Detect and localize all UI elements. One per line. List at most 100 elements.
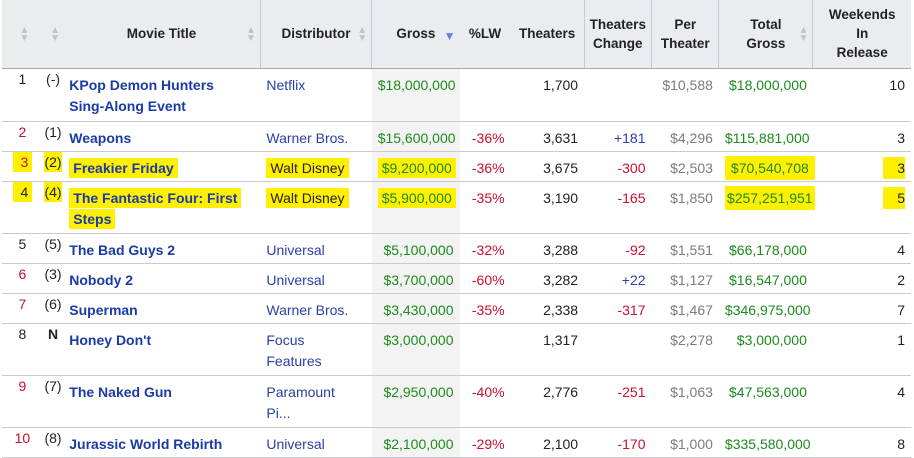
column-header-weekends[interactable]: Weekends In Release — [812, 0, 911, 69]
sort-icon[interactable]: ▲ ▼ — [357, 25, 368, 44]
distributor-cell[interactable]: Netflix — [266, 76, 306, 93]
table-row: 2 (1) Weapons Warner Bros. $15,600,000 -… — [2, 121, 911, 151]
weekends-cell: 3 — [897, 129, 905, 146]
gross-cell: $2,950,000 — [371, 375, 460, 427]
table-row: 8 N Honey Don't Focus Features $3,000,000… — [2, 323, 911, 375]
rank-cell: 1 — [18, 70, 27, 87]
gross-cell: $18,000,000 — [371, 68, 460, 121]
movie-title-link[interactable]: Honey Don't — [69, 331, 152, 348]
prev-sort-header[interactable]: ▲ ▼ — [42, 0, 64, 69]
distributor-cell[interactable]: Universal — [266, 271, 325, 288]
theaters-change-cell — [584, 68, 651, 121]
total-gross-cell: $66,178,000 — [729, 241, 807, 258]
movie-title-link[interactable]: Nobody 2 — [69, 271, 134, 288]
per-theater-cell: $4,296 — [670, 129, 713, 146]
previous-rank-cell: N — [47, 325, 59, 342]
rank-cell: 6 — [18, 265, 27, 282]
gross-cell: $3,700,000 — [371, 263, 460, 293]
percent-lw-cell: -35% — [471, 189, 505, 206]
title-cell: Nobody 2 — [63, 263, 260, 293]
column-header-gross[interactable]: Gross ▼ — [371, 0, 460, 69]
table-row: 3 (2) Freakier Friday Walt Disney $9,200… — [2, 151, 911, 181]
gross-cell: $5,100,000 — [371, 233, 460, 263]
column-header-distributor[interactable]: Distributor ▲ ▼ — [259, 0, 372, 69]
table-row: 6 (3) Nobody 2 Universal $3,700,000 -60%… — [2, 263, 911, 293]
previous-rank-cell: (-) — [46, 70, 61, 87]
movie-title-link[interactable]: KPop Demon Hunters Sing-Along Event — [69, 76, 214, 114]
weekends-cell: 4 — [897, 241, 905, 258]
sort-icon[interactable]: ▲ ▼ — [19, 24, 30, 44]
table-row: 10 (8) Jurassic World Rebirth Universal … — [2, 427, 911, 457]
weekends-cell: 3 — [813, 151, 911, 181]
highlight-mark: $9,200,000 — [377, 157, 456, 178]
distributor-cell[interactable]: Warner Bros. — [266, 301, 349, 318]
movie-title-link[interactable]: Weapons — [69, 129, 132, 146]
rank-cell: 5 — [18, 235, 27, 252]
movie-title-link[interactable]: Freakier Friday — [69, 157, 178, 178]
per-theater-cell: $1,000 — [670, 435, 713, 452]
sort-descending-icon[interactable]: ▼ — [443, 29, 456, 43]
movie-title-link[interactable]: Jurassic World Rebirth — [69, 435, 223, 452]
distributor-cell[interactable]: Focus Features — [266, 331, 322, 369]
gross-cell: $5,900,000 — [371, 181, 460, 233]
rank-cell: 3 — [2, 151, 43, 181]
title-cell: Honey Don't — [63, 323, 260, 375]
highlight-mark: $257,251,951 — [724, 185, 815, 210]
previous-rank-cell: (8) — [44, 429, 62, 446]
distributor-cell[interactable]: Paramount Pi... — [266, 383, 335, 421]
highlight-mark: (4) — [44, 181, 62, 202]
column-header-per-theater[interactable]: Per Theater — [651, 0, 719, 69]
distributor-cell[interactable]: Universal — [266, 435, 325, 452]
theaters-change-cell: -170 — [617, 435, 646, 452]
previous-rank-cell: (7) — [44, 377, 62, 394]
title-cell: KPop Demon Hunters Sing-Along Event — [63, 68, 260, 121]
gross-cell: $15,600,000 — [371, 121, 460, 151]
rank-sort-header[interactable]: ▲ ▼ — [2, 0, 43, 69]
percent-lw-cell: -29% — [471, 435, 505, 452]
column-header-title[interactable]: Movie Title ▲ ▼ — [63, 0, 261, 69]
movie-title-link[interactable]: The Naked Gun — [69, 383, 172, 400]
percent-lw-cell: -32% — [471, 241, 505, 258]
theaters-cell: 3,631 — [543, 129, 579, 146]
gross-cell: $2,100,000 — [371, 427, 460, 457]
weekends-cell: 4 — [897, 383, 905, 400]
highlight-mark: $70,540,708 — [724, 155, 815, 180]
distributor-cell[interactable]: Walt Disney — [260, 151, 371, 181]
weekends-cell: 8 — [897, 435, 905, 452]
title-cell: Weapons — [63, 121, 260, 151]
distributor-cell[interactable]: Universal — [266, 241, 325, 258]
total-gross-cell: $335,580,000 — [724, 435, 811, 452]
movie-title-link[interactable]: Superman — [69, 301, 138, 318]
movie-title-link[interactable]: The Fantastic Four: First Steps — [69, 187, 242, 229]
distributor-cell[interactable]: Walt Disney — [260, 181, 371, 233]
highlight-mark: Walt Disney — [266, 187, 349, 208]
theaters-cell: 3,288 — [543, 241, 579, 258]
movie-title-link[interactable]: The Bad Guys 2 — [69, 241, 176, 258]
total-gross-cell: $16,547,000 — [729, 271, 807, 288]
sort-icon[interactable]: ▲ ▼ — [245, 25, 256, 44]
highlight-mark: 4 — [12, 181, 33, 202]
per-theater-cell: $1,127 — [670, 271, 713, 288]
rank-cell: 8 — [18, 325, 27, 342]
total-gross-cell: $18,000,000 — [729, 76, 807, 93]
percent-lw-cell: -36% — [471, 129, 505, 146]
theaters-cell: 2,100 — [543, 435, 579, 452]
percent-lw-cell — [460, 323, 511, 375]
theaters-cell: 3,675 — [543, 159, 579, 176]
gross-cell: $3,430,000 — [371, 293, 460, 323]
sort-icon[interactable]: ▲ ▼ — [798, 25, 809, 44]
total-gross-cell: $3,000,000 — [736, 331, 807, 348]
gross-cell: $9,200,000 — [371, 151, 460, 181]
weekends-cell: 2 — [897, 271, 905, 288]
table-row: 7 (6) Superman Warner Bros. $3,430,000 -… — [2, 293, 911, 323]
table-row: 9 (7) The Naked Gun Paramount Pi... $2,95… — [2, 375, 911, 427]
column-header-total-gross[interactable]: Total Gross ▲ ▼ — [718, 0, 813, 69]
column-header-theaters-change[interactable]: Theaters Change — [583, 0, 652, 69]
sort-icon[interactable]: ▲ ▼ — [50, 24, 60, 44]
header-row: ▲ ▼ ▲ ▼ Movie Title ▲ ▼ Distributor ▲ ▼ Gros… — [2, 0, 911, 69]
rank-cell: 4 — [2, 181, 43, 233]
column-header-lw[interactable]: %LW — [459, 0, 511, 69]
distributor-cell[interactable]: Warner Bros. — [266, 129, 349, 146]
column-header-theaters[interactable]: Theaters — [510, 0, 585, 69]
